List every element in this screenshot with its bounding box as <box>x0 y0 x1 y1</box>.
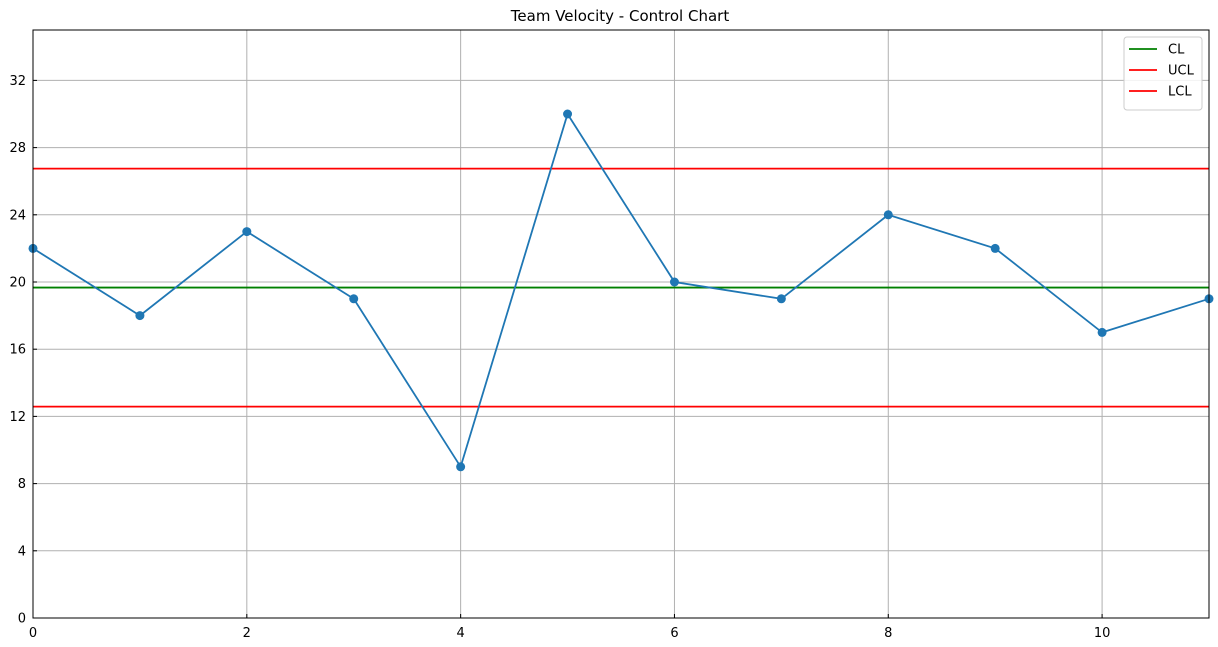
data-point <box>990 243 1000 253</box>
data-series <box>28 109 1214 472</box>
series-line <box>32 111 1210 469</box>
x-tick-label: 10 <box>1094 626 1111 641</box>
y-tick-label: 24 <box>9 208 26 223</box>
data-point <box>1097 327 1107 337</box>
y-tick-label: 16 <box>9 343 26 358</box>
plot-frame <box>32 29 1210 619</box>
control-limit-lines <box>33 167 1209 408</box>
y-axis-ticks: 0 4 8 12 16 20 24 28 32 <box>9 74 37 627</box>
y-tick-label: 8 <box>18 477 26 492</box>
legend-label: UCL <box>1168 64 1195 79</box>
y-tick-label: 28 <box>9 141 26 156</box>
data-point <box>669 277 679 287</box>
data-point <box>563 109 573 119</box>
legend-label: LCL <box>1168 85 1192 100</box>
y-tick-label: 20 <box>9 276 26 291</box>
data-point <box>776 294 786 304</box>
legend-label: CL <box>1168 43 1185 58</box>
x-tick-label: 6 <box>670 626 678 641</box>
chart-title: Team Velocity - Control Chart <box>510 7 730 25</box>
x-tick-label: 0 <box>29 626 37 641</box>
data-point <box>242 227 252 237</box>
y-tick-label: 4 <box>18 544 26 559</box>
data-point <box>349 294 359 304</box>
legend: CL UCL LCL <box>1123 36 1203 111</box>
x-tick-label: 4 <box>456 626 464 641</box>
x-tick-label: 2 <box>243 626 251 641</box>
y-tick-label: 12 <box>9 410 26 425</box>
grid-lines <box>32 30 1209 619</box>
y-tick-label: 0 <box>18 612 26 627</box>
data-point <box>135 311 145 321</box>
x-tick-label: 8 <box>884 626 892 641</box>
x-axis-ticks: 0 2 4 6 8 10 <box>29 614 1111 641</box>
data-point <box>883 210 893 220</box>
y-tick-label: 32 <box>9 74 26 89</box>
data-point <box>456 462 466 472</box>
